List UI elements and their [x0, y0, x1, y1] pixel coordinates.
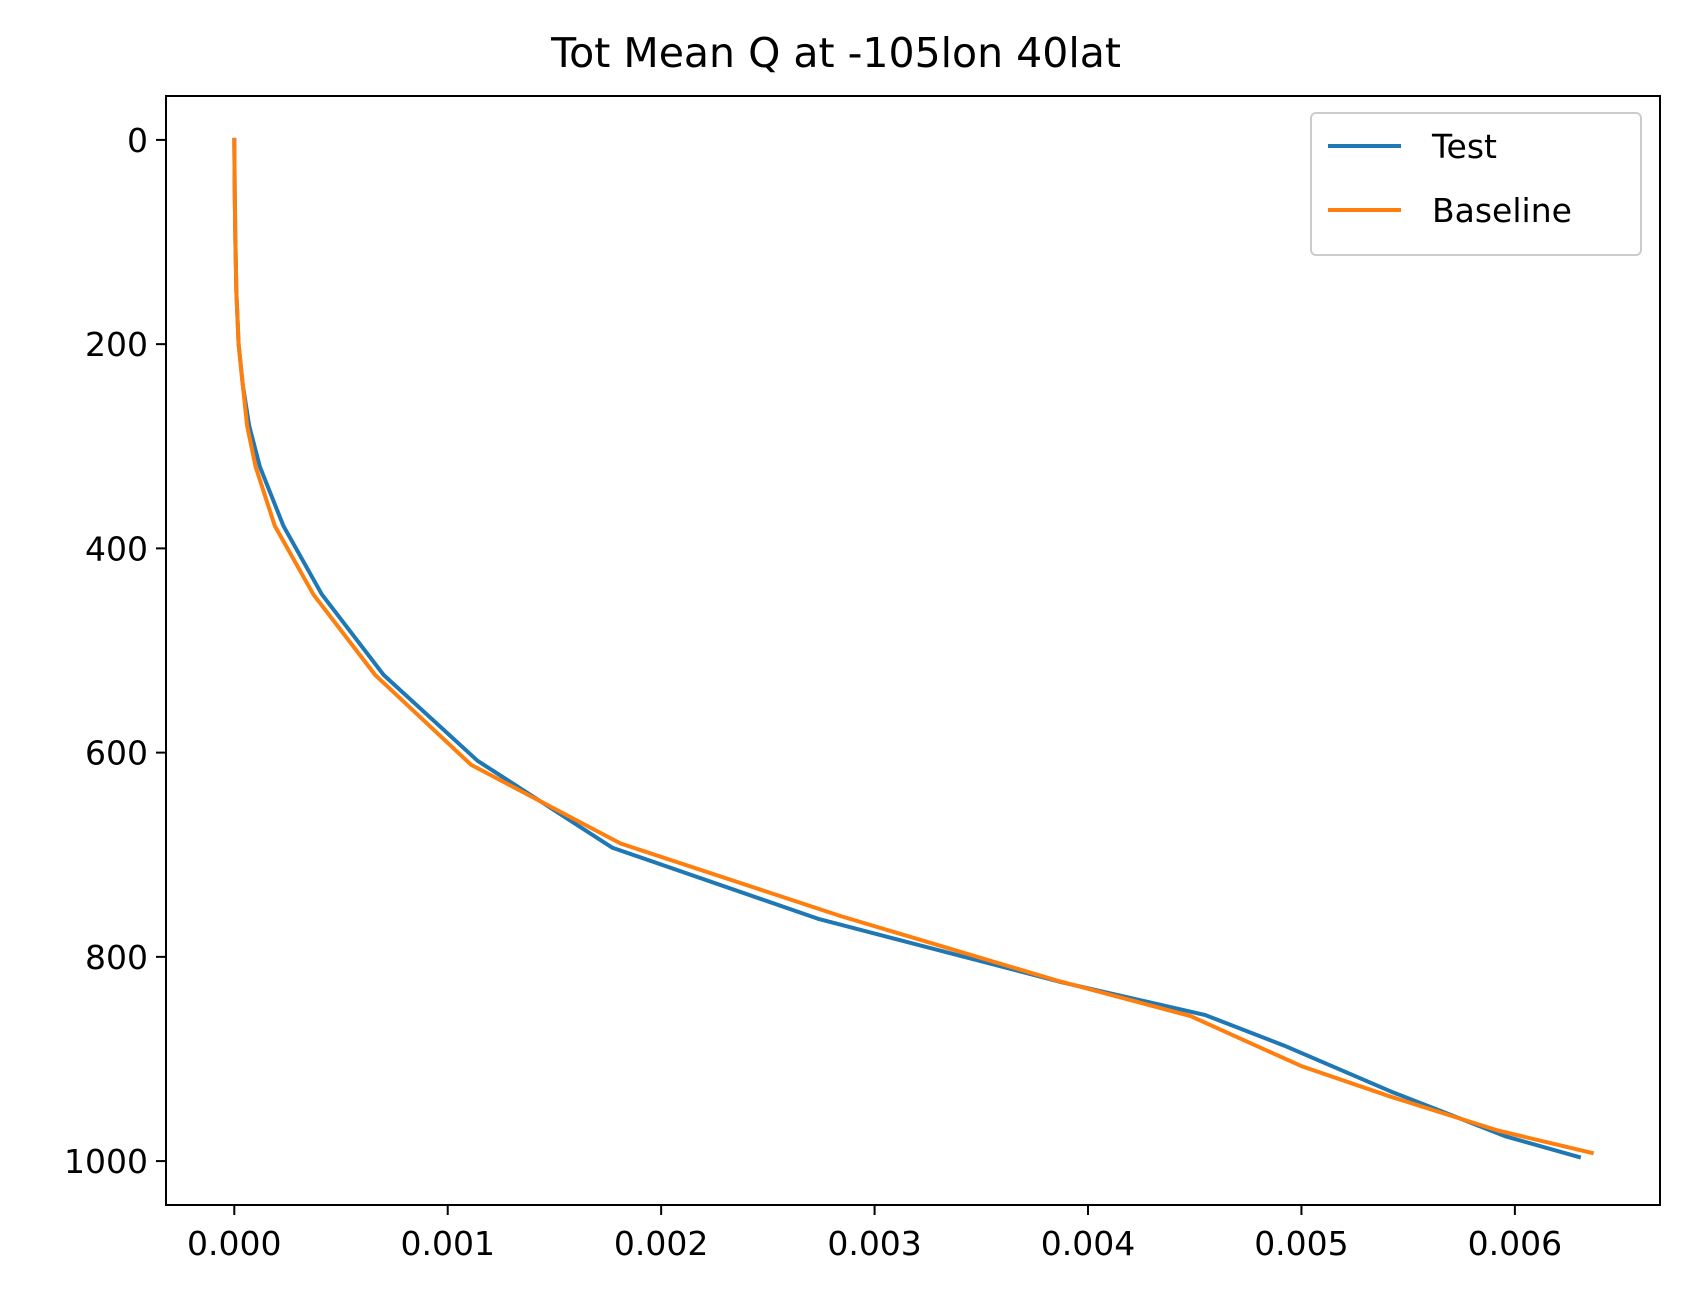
y-tick-label: 400 — [85, 529, 148, 568]
x-tick-label: 0.004 — [1041, 1224, 1135, 1263]
x-tick-label: 0.001 — [400, 1224, 494, 1263]
plot-frame — [165, 95, 1661, 1206]
legend-label-test: Test — [1431, 127, 1497, 166]
x-tick-label: 0.005 — [1254, 1224, 1348, 1263]
legend-label-baseline: Baseline — [1432, 191, 1572, 230]
y-axis: 0 200 400 600 800 1000 — [64, 121, 166, 1181]
x-tick-label: 0.006 — [1468, 1224, 1562, 1263]
y-tick-label: 0 — [127, 121, 148, 160]
y-tick-label: 1000 — [64, 1142, 148, 1181]
legend: Test Baseline — [1310, 112, 1642, 256]
series-line-baseline — [232, 137, 1595, 1156]
plot-marks — [232, 137, 1595, 1160]
chart-title: Tot Mean Q at -105lon 40lat — [550, 29, 1121, 77]
x-axis: 0.000 0.001 0.002 0.003 0.004 0.005 0.006 — [187, 1205, 1562, 1263]
series-line-test — [232, 137, 1582, 1160]
y-tick-label: 600 — [85, 734, 148, 773]
y-tick-label: 200 — [85, 325, 148, 364]
y-tick-label: 800 — [85, 938, 148, 977]
x-tick-label: 0.002 — [614, 1224, 708, 1263]
legend-box — [1310, 112, 1642, 256]
x-tick-label: 0.000 — [187, 1224, 281, 1263]
x-tick-label: 0.003 — [827, 1224, 921, 1263]
